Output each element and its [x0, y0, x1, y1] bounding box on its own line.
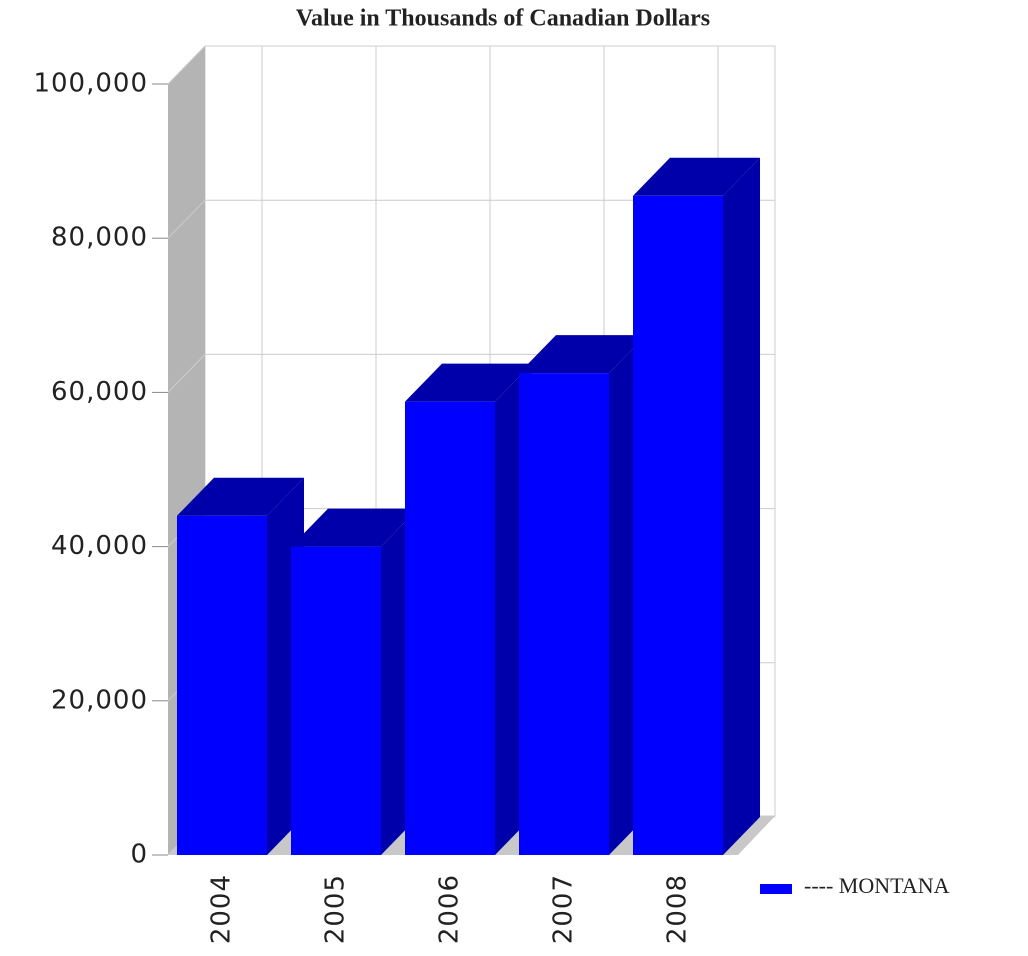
x-tick-label: 2004 — [207, 874, 237, 944]
y-tick-label: 20,000 — [51, 685, 148, 715]
x-tick-label: 2006 — [435, 874, 465, 944]
bar-top — [177, 477, 304, 516]
bar — [405, 401, 495, 855]
legend-label: ---- MONTANA — [804, 873, 950, 898]
bar — [633, 195, 723, 856]
legend-swatch — [760, 884, 792, 894]
bar-top — [405, 363, 532, 402]
grid-line — [167, 45, 775, 85]
y-tick-label: 100,000 — [33, 69, 148, 99]
x-tick-label: 2005 — [321, 874, 351, 944]
y-tick-label: 0 — [130, 840, 148, 870]
y-tick-label: 80,000 — [51, 223, 148, 253]
x-tick-label: 2007 — [549, 874, 579, 944]
bar-top — [519, 335, 646, 374]
bar — [519, 373, 609, 855]
chart-title: Value in Thousands of Canadian Dollars — [296, 6, 710, 32]
y-tick-label: 40,000 — [51, 531, 148, 561]
bar — [177, 515, 267, 855]
y-tick-label: 60,000 — [51, 377, 148, 407]
bar-side — [723, 157, 760, 856]
bar-top — [633, 157, 760, 196]
grid-line — [167, 199, 775, 239]
x-tick-label: 2008 — [663, 874, 693, 944]
bar — [291, 546, 381, 855]
bar-top — [291, 508, 418, 547]
